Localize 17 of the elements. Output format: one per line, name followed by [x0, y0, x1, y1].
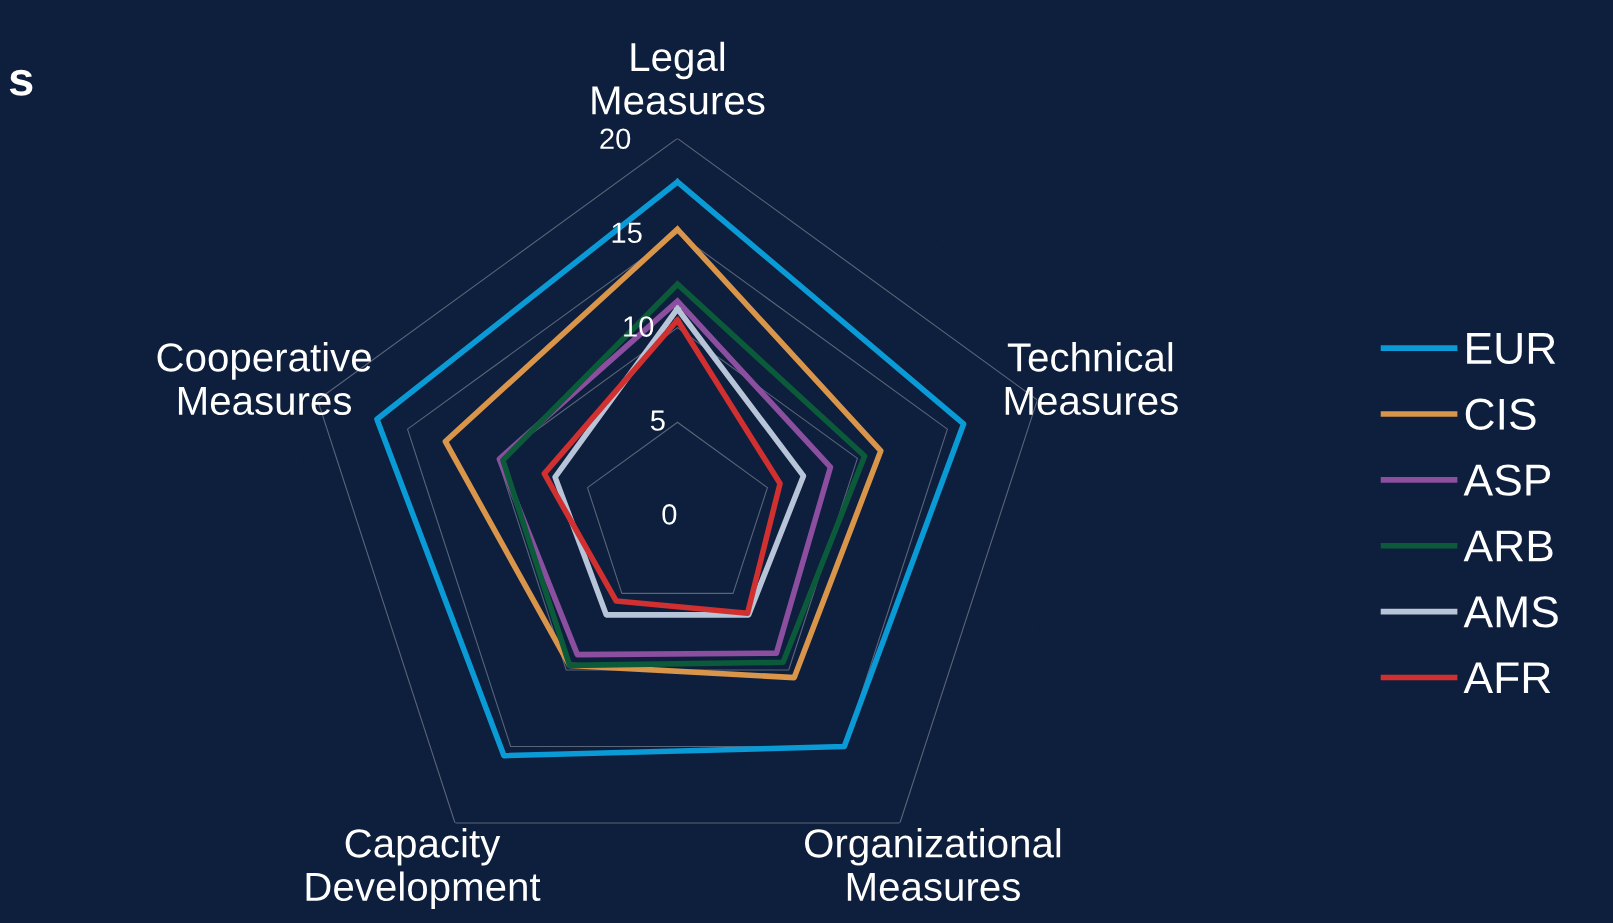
y-tick-label: 15	[612, 222, 642, 243]
legend-label: ASP	[1463, 464, 1551, 496]
legend-label: CIS	[1465, 398, 1536, 430]
y-tick-label: 20	[600, 128, 631, 150]
legend-label: AFR	[1463, 662, 1551, 694]
spoke-label: Technical Measures	[1005, 342, 1178, 416]
spoke-label: Capacity Development	[306, 828, 541, 910]
chart-title: s	[9, 69, 33, 96]
spoke-label: Legal Measures	[592, 41, 765, 115]
spoke-label: Cooperative Measures	[157, 342, 371, 416]
y-tick-label: 5	[650, 410, 665, 431]
legend-label: AMS	[1463, 596, 1558, 628]
legend-label: ARB	[1463, 530, 1553, 562]
legend-label: EUR	[1467, 333, 1556, 365]
y-tick-label: 0	[662, 504, 677, 525]
spoke-label: Organizational Measures	[805, 828, 1061, 902]
y-tick-label: 10	[624, 316, 654, 337]
